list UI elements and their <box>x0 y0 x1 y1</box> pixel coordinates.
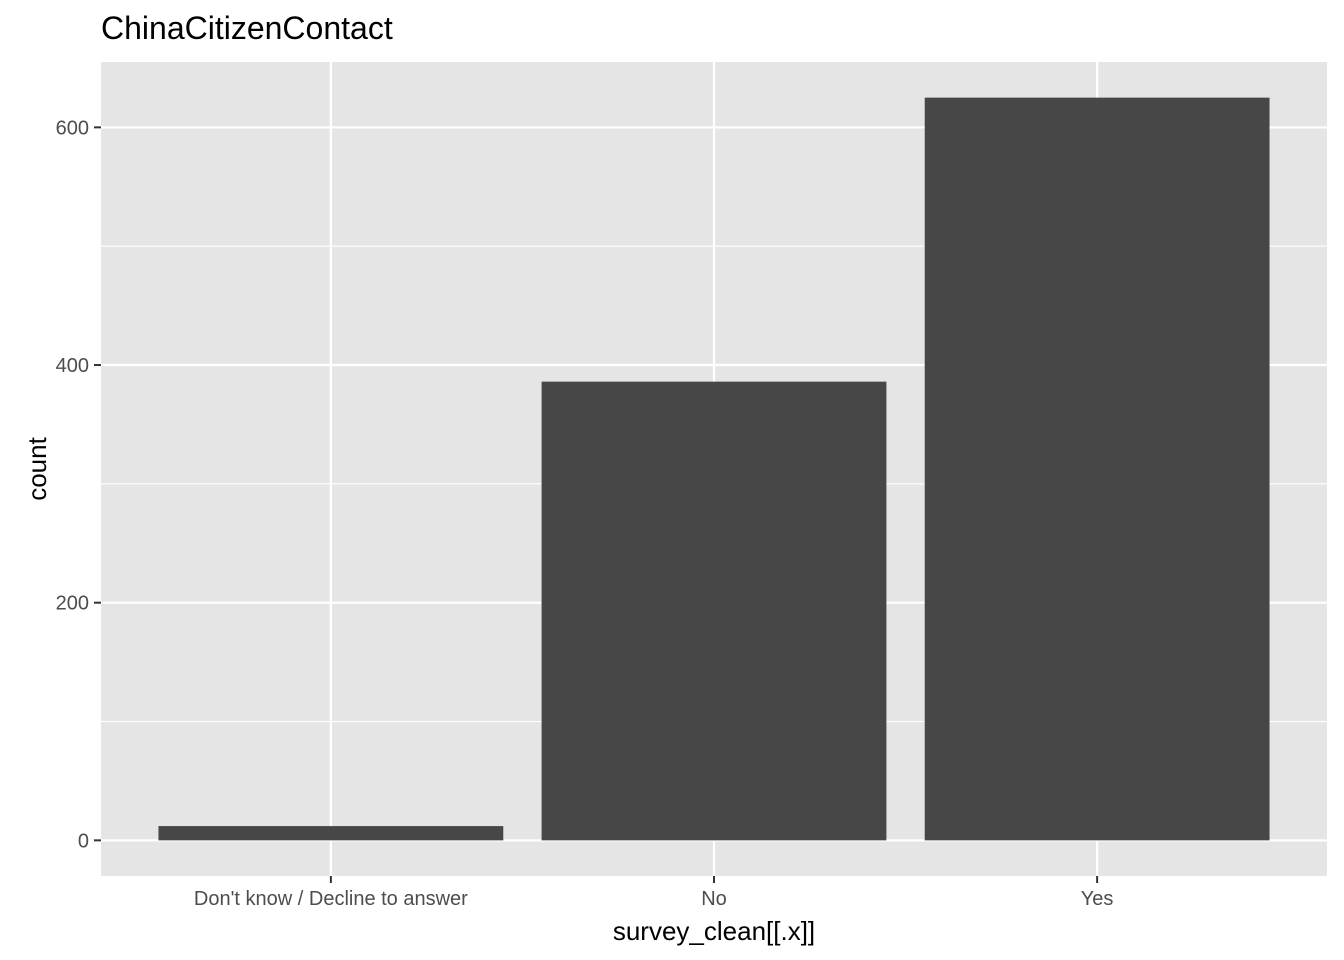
y-axis-title: count <box>22 436 52 500</box>
y-tick-label: 600 <box>56 117 89 139</box>
y-tick-label: 400 <box>56 355 89 377</box>
x-axis-title: survey_clean[[.x]] <box>613 916 815 946</box>
chart-title: ChinaCitizenContact <box>101 10 393 46</box>
bars <box>158 97 1270 841</box>
x-tick-label: No <box>701 888 727 910</box>
y-tick-label: 200 <box>56 593 89 615</box>
x-tick-label: Yes <box>1081 888 1114 910</box>
bar <box>541 381 887 841</box>
x-tick-label: Don't know / Decline to answer <box>194 888 468 910</box>
bar <box>158 826 504 841</box>
bar <box>924 97 1270 841</box>
y-tick-label: 0 <box>78 830 89 852</box>
axes: 0 200 400 600 Don't know / Decline to answer… <box>56 117 1114 910</box>
